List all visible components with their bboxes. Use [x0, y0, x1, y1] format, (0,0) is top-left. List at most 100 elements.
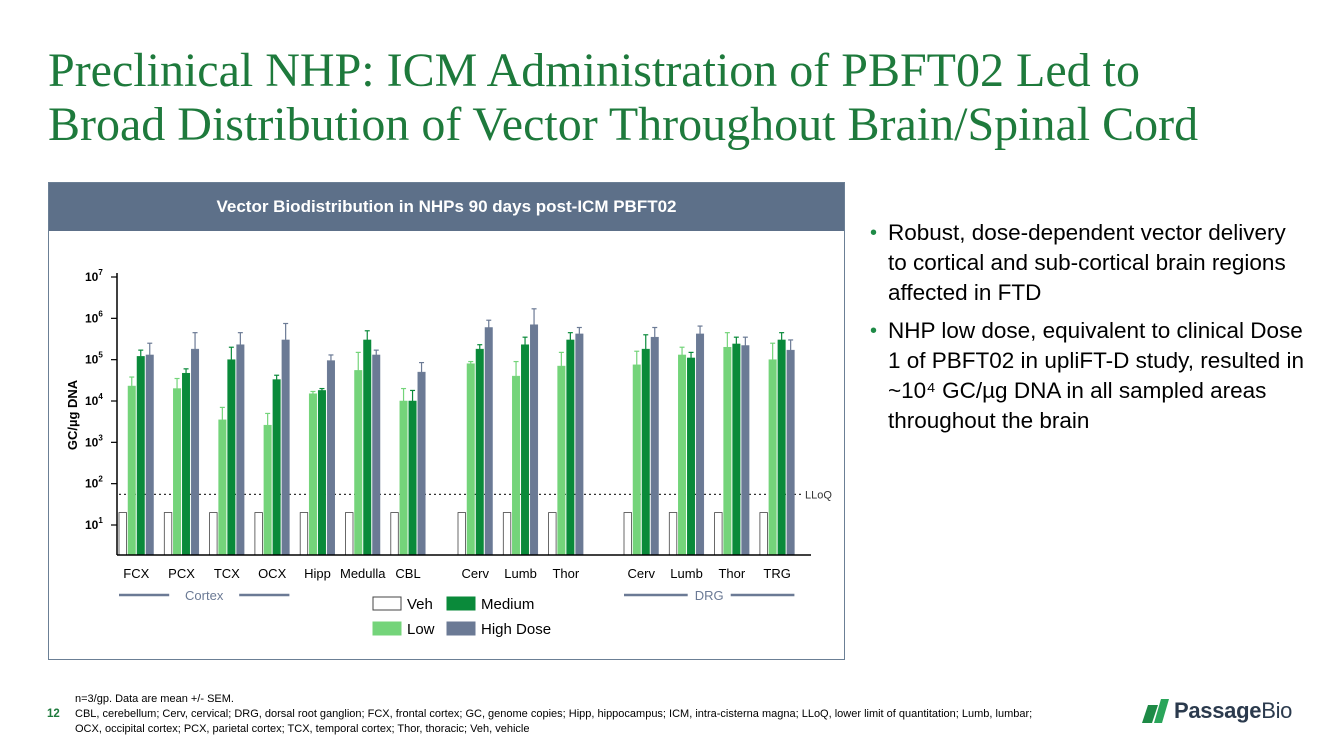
- bar-high-dose: [191, 348, 200, 556]
- bar-low: [308, 393, 317, 556]
- y-axis-label: GC/µg DNA: [65, 379, 80, 450]
- bar-veh: [668, 512, 678, 556]
- bullet-list: • Robust, dose-dependent vector delivery…: [870, 218, 1310, 444]
- bar-low: [557, 365, 566, 556]
- footnote-line-1: n=3/gp. Data are mean +/- SEM.: [75, 693, 234, 705]
- bullet-text: NHP low dose, equivalent to clinical Dos…: [888, 318, 1305, 433]
- bar-high-dose: [484, 327, 493, 556]
- lloq-label: LLoQ: [805, 489, 832, 501]
- bar-high-dose: [786, 349, 795, 556]
- bar-veh: [254, 512, 263, 556]
- x-tick-label: Medulla: [340, 566, 386, 581]
- slide-title-line-2: Broad Distribution of Vector Throughout …: [48, 98, 1199, 151]
- slide-title-line-1: Preclinical NHP: ICM Administration of P…: [48, 44, 1140, 97]
- logo-mark-icon: [1142, 699, 1169, 723]
- bar-medium: [641, 348, 650, 556]
- bar-high-dose: [281, 339, 290, 556]
- bar-veh: [457, 512, 466, 556]
- bar-low: [218, 419, 227, 556]
- legend-swatch: [372, 621, 402, 636]
- bar-high-dose: [530, 324, 539, 556]
- x-tick-label: TCX: [214, 566, 240, 581]
- logo-text: PassageBio: [1174, 698, 1292, 724]
- x-tick-label: Lumb: [670, 566, 703, 581]
- bar-veh: [548, 512, 557, 556]
- bar-low: [399, 400, 408, 556]
- bar-veh: [714, 512, 723, 556]
- y-tick-label: 106: [85, 309, 103, 325]
- bar-high-dose: [575, 333, 584, 556]
- x-tick-label: CBL: [395, 566, 420, 581]
- bullet-item: • NHP low dose, equivalent to clinical D…: [870, 316, 1310, 436]
- passage-bio-logo: PassageBio: [1140, 696, 1292, 726]
- bar-medium: [566, 339, 575, 556]
- bar-low: [466, 363, 475, 556]
- legend-label: High Dose: [481, 621, 551, 638]
- y-tick-label: 101: [85, 516, 103, 532]
- y-tick-label: 103: [85, 433, 103, 449]
- bar-medium: [732, 343, 741, 556]
- x-tick-label: Thor: [718, 566, 745, 581]
- slide-title: Preclinical NHP: ICM Administration of P…: [48, 44, 1318, 152]
- bar-veh: [390, 512, 399, 556]
- legend-label: Medium: [481, 596, 534, 613]
- bar-high-dose: [326, 360, 335, 556]
- y-tick-label: 107: [85, 268, 103, 284]
- bullet-item: • Robust, dose-dependent vector delivery…: [870, 218, 1310, 308]
- bar-veh: [163, 512, 173, 556]
- x-tick-label: Cerv: [628, 566, 656, 581]
- bar-veh: [623, 512, 632, 556]
- bar-low: [127, 385, 136, 556]
- x-tick-label: FCX: [123, 566, 149, 581]
- bar-medium: [136, 356, 145, 556]
- bar-veh: [299, 512, 309, 556]
- group-label: DRG: [695, 588, 724, 603]
- bar-low: [632, 364, 641, 556]
- legend-label: Veh: [407, 596, 433, 613]
- x-tick-label: OCX: [258, 566, 287, 581]
- footnote-line-2: CBL, cerebellum; Cerv, cervical; DRG, do…: [75, 708, 1033, 735]
- bar-high-dose: [236, 344, 245, 556]
- x-tick-label: Lumb: [504, 566, 537, 581]
- bar-veh: [502, 512, 512, 556]
- chart-title: Vector Biodistribution in NHPs 90 days p…: [49, 183, 844, 231]
- x-tick-label: Hipp: [304, 566, 331, 581]
- bar-high-dose: [372, 354, 381, 556]
- bar-medium: [363, 339, 372, 556]
- legend-label: Low: [407, 621, 435, 638]
- biodistribution-chart: LLoQ 101 102 103 104 105 106 107 GC/µg DNA FCX PCX…: [65, 268, 832, 638]
- legend-swatch: [446, 596, 476, 611]
- bar-high-dose: [145, 354, 154, 556]
- bar-low: [263, 424, 272, 556]
- bar-low: [678, 354, 687, 556]
- bar-veh: [759, 512, 768, 556]
- bullet-text: Robust, dose-dependent vector delivery t…: [888, 220, 1286, 305]
- x-tick-label: PCX: [168, 566, 195, 581]
- bullet-dot-icon: •: [870, 222, 878, 244]
- bar-medium: [777, 339, 786, 556]
- bar-medium: [521, 344, 530, 556]
- legend-swatch: [446, 621, 476, 636]
- x-tick-label: Cerv: [462, 566, 490, 581]
- y-tick-label: 102: [85, 475, 103, 491]
- legend-swatch: [372, 596, 402, 611]
- bar-veh: [118, 512, 127, 556]
- bar-high-dose: [696, 333, 705, 556]
- bar-low: [768, 359, 777, 556]
- group-label: Cortex: [185, 588, 224, 603]
- page-number: 12: [47, 708, 60, 720]
- bar-medium: [227, 359, 236, 556]
- y-tick-label: 104: [85, 392, 103, 408]
- bar-medium: [272, 379, 281, 556]
- logo-text-regular: Bio: [1261, 698, 1293, 723]
- bar-medium: [182, 372, 191, 556]
- bar-high-dose: [650, 336, 659, 556]
- bar-low: [723, 346, 732, 556]
- bar-medium: [475, 348, 484, 556]
- bar-high-dose: [741, 345, 750, 556]
- bar-low: [173, 388, 182, 556]
- bar-veh: [345, 512, 354, 556]
- chart-panel: LLoQ 101 102 103 104 105 106 107 GC/µg DNA FCX PCX…: [48, 182, 845, 660]
- bar-low: [354, 370, 363, 556]
- bar-high-dose: [417, 371, 426, 556]
